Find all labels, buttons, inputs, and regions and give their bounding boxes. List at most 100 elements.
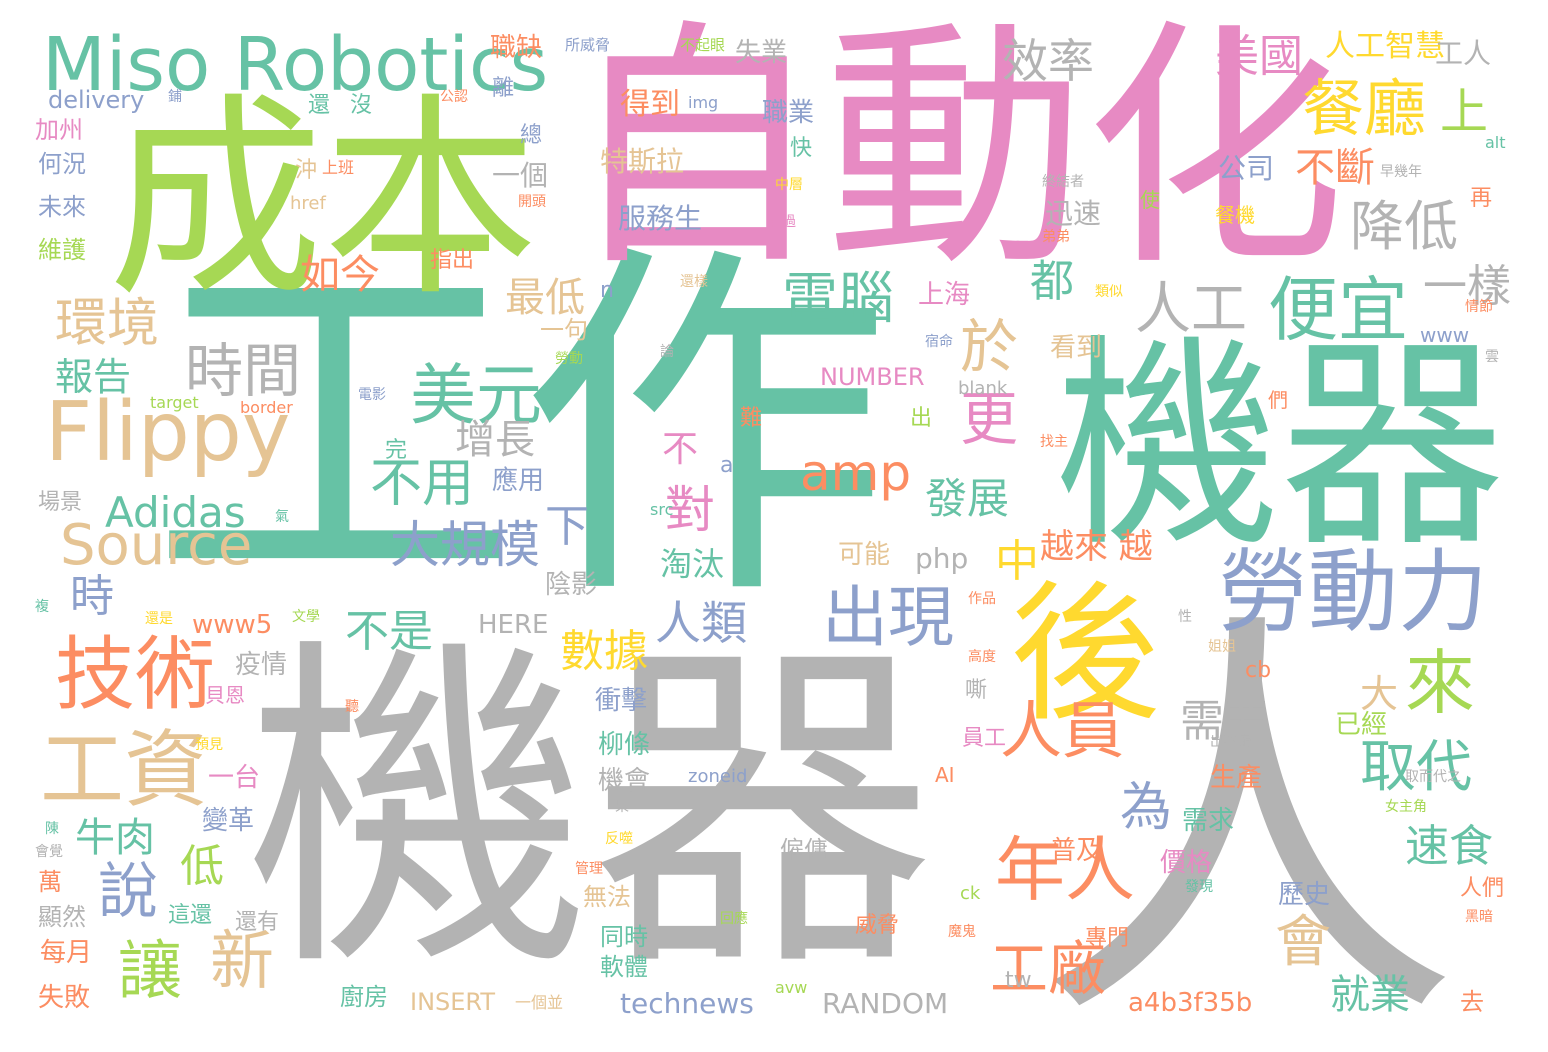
word-small: 早幾年: [1380, 164, 1422, 180]
word-small: 快: [790, 136, 813, 161]
word-small: 這還: [168, 903, 213, 928]
word-small: 失業: [735, 38, 788, 68]
word-medium: 降低: [1350, 195, 1458, 258]
word-small: 一個並: [515, 993, 564, 1012]
word-small: 場景: [38, 490, 83, 515]
word-small: 聽: [345, 699, 359, 715]
word-medium: 出現: [822, 579, 954, 656]
word-small: 得到: [620, 87, 680, 122]
word-small: 文學: [292, 609, 320, 625]
word-small: 出不窮: [1210, 734, 1252, 750]
word-medium: 大: [1360, 672, 1399, 716]
word-small: 沒: [350, 93, 373, 118]
word-small: 類似: [1095, 284, 1123, 300]
word-medium: 低: [180, 841, 224, 892]
word-small: 無法: [583, 883, 631, 911]
word-medium: 技術: [55, 628, 215, 721]
word-small: 人們: [1460, 876, 1505, 901]
word-medium: 數據: [560, 626, 648, 677]
word-small: tw: [1005, 968, 1032, 993]
word-small: 還是: [145, 611, 173, 627]
word-small: 服務生: [618, 202, 703, 235]
word-small: 已經: [1335, 710, 1388, 740]
word-medium: Flippy: [45, 385, 291, 480]
word-medium: 環境: [55, 294, 160, 354]
word-small: 女主角: [1385, 799, 1427, 815]
word-medium: 上: [1440, 84, 1489, 140]
word-small: 氣: [275, 509, 289, 525]
word-small: 特斯拉: [600, 145, 685, 178]
word-small: 嘶: [965, 678, 988, 703]
word-small: 公認: [440, 89, 468, 105]
word-small: 去: [1460, 988, 1484, 1016]
word-small: border: [240, 398, 293, 417]
word-small: INSERT: [410, 988, 496, 1016]
word-small: 性: [1178, 609, 1192, 625]
word-small: 員工: [962, 726, 1007, 751]
word-small: target: [150, 393, 199, 412]
word-medium: 報告: [55, 355, 132, 399]
word-medium: Miso Robotics: [42, 22, 549, 108]
word-medium: 不: [662, 429, 699, 470]
word-small: avw: [775, 978, 808, 997]
word-small: 衝擊: [595, 686, 648, 716]
word-medium: 最低: [505, 275, 585, 321]
word-small: 果: [615, 799, 629, 815]
word-small: www5: [192, 610, 273, 640]
word-small: 價格: [1160, 848, 1213, 878]
word-small: 職業: [762, 98, 815, 128]
word-medium: 為: [1120, 778, 1173, 838]
word-small: 複: [35, 599, 49, 615]
word-medium: 美元: [410, 357, 542, 434]
word-small: 餐機: [1215, 203, 1255, 227]
word-medium: 餐廳: [1302, 72, 1427, 145]
word-small: 魔鬼: [948, 924, 976, 940]
word-medium: 工廠: [990, 935, 1107, 1003]
word-small: 還: [308, 93, 331, 118]
word-small: 指出: [430, 248, 475, 273]
word-small: 電影: [358, 387, 386, 403]
word-small: zoneid: [688, 766, 748, 787]
word-small: 軟體: [600, 953, 648, 981]
word-small: 還有: [235, 910, 280, 935]
word-small: 出: [910, 406, 933, 431]
word-small: 管理: [575, 861, 603, 877]
word-small: 論: [660, 344, 674, 360]
word-medium: 時: [70, 571, 114, 622]
word-small: blank: [958, 378, 1008, 399]
word-medium: 需要: [1180, 696, 1268, 747]
word-small: 開頭: [518, 194, 546, 210]
word-small: 完: [385, 438, 408, 463]
word-small: 反噬: [605, 831, 633, 847]
word-medium: 如今: [300, 252, 380, 298]
word-small: 姐姐: [1208, 639, 1236, 655]
word-medium: 中: [995, 536, 1039, 587]
word-small: 陰影: [545, 570, 598, 600]
word-small: 顯然: [38, 903, 86, 931]
word-medium: 速食: [1405, 821, 1493, 872]
word-small: 廚房: [340, 983, 388, 1011]
word-small: 回應: [720, 911, 748, 927]
word-small: 雲: [1485, 349, 1499, 365]
word-small: www: [1420, 323, 1470, 347]
word-medium: 人工: [1135, 277, 1247, 342]
word-small: 僱傭: [780, 836, 828, 864]
word-small: 弟弟: [1042, 229, 1070, 245]
word-medium: 說: [98, 857, 158, 927]
word-small: 勞動: [555, 351, 583, 367]
word-small: 看到: [1050, 333, 1103, 363]
word-small: 終結者: [1042, 174, 1084, 190]
word-medium: 勞動力: [1218, 540, 1488, 645]
word-medium: 大規模: [390, 516, 540, 574]
word-small: 上海: [918, 280, 971, 310]
word-small: 取而代之: [1405, 769, 1461, 785]
word-small: 普及: [1050, 836, 1103, 866]
word-small: 找主: [1040, 434, 1068, 450]
word-small: alt: [1485, 133, 1506, 152]
word-small: 未來: [38, 193, 86, 221]
word-small: 難: [740, 406, 763, 431]
word-small: 們: [1268, 388, 1288, 412]
word-medium: 便宜: [1268, 269, 1408, 351]
word-small: 還樣: [680, 274, 708, 290]
